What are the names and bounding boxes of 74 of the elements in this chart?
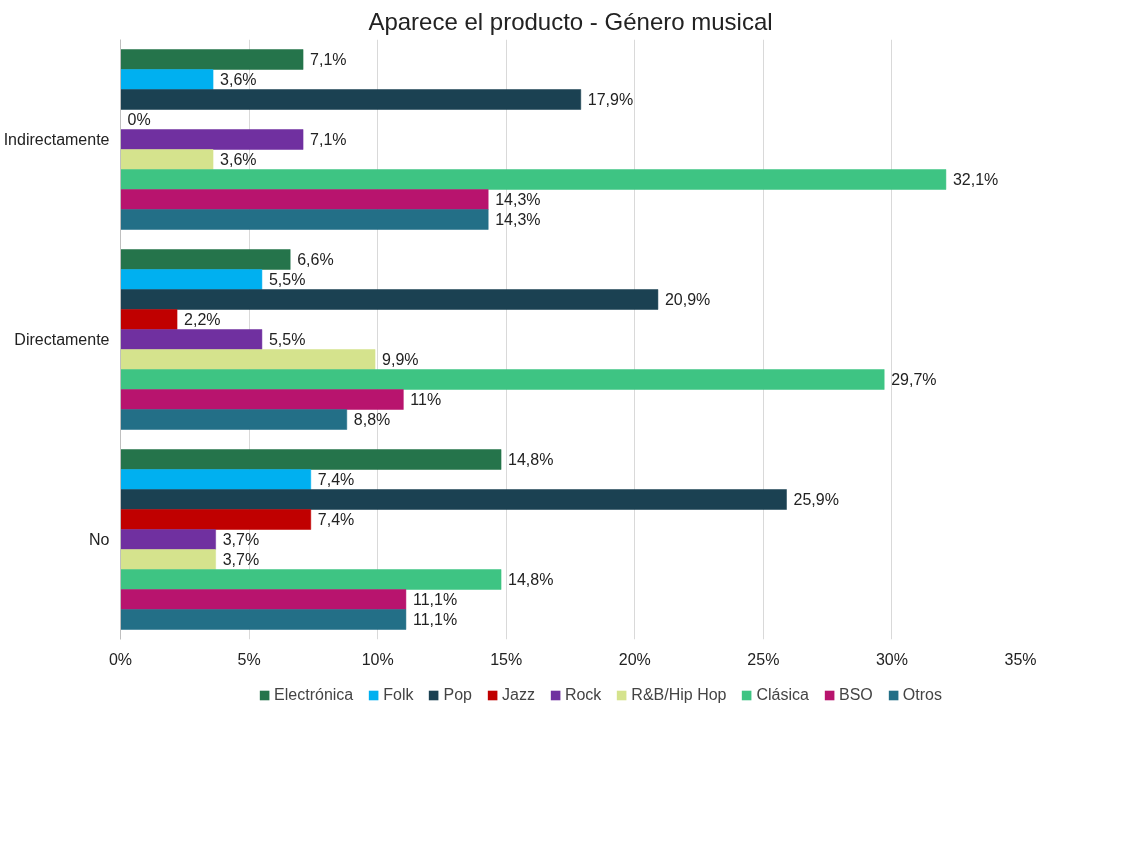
x-tick-label: 5%	[237, 650, 261, 668]
data-label: 29,7%	[891, 371, 937, 388]
data-label: 3,6%	[220, 71, 257, 88]
bar	[120, 169, 947, 190]
bar	[120, 349, 376, 370]
y-tick-label: Directamente	[14, 331, 110, 348]
data-label: 25,9%	[793, 491, 839, 508]
data-label: 7,4%	[317, 471, 355, 488]
legend-label: R&B/Hip Hop	[631, 686, 727, 704]
bar	[120, 509, 312, 530]
bar	[120, 389, 404, 410]
bar	[120, 149, 214, 170]
data-label: 6,6%	[297, 251, 334, 268]
bar	[120, 49, 304, 70]
legend-label: BSO	[838, 686, 873, 704]
data-label: 32,1%	[952, 171, 999, 188]
data-label: 3,6%	[220, 151, 257, 168]
legend-label: Jazz	[501, 686, 535, 704]
bar	[120, 569, 502, 590]
y-tick-label: No	[89, 531, 110, 548]
data-label: 14,8%	[508, 451, 554, 468]
bar	[120, 329, 263, 350]
legend-label: Clásica	[756, 686, 809, 704]
legend-label: Rock	[564, 686, 602, 704]
data-label: 7,1%	[310, 51, 347, 68]
bar	[120, 189, 489, 210]
data-label: 2,2%	[184, 311, 221, 328]
bar	[120, 469, 312, 490]
data-label: 11%	[410, 391, 442, 408]
data-label: 5,5%	[268, 331, 306, 348]
bar	[120, 609, 407, 630]
chart-title: Aparece el producto - Género musical	[368, 7, 773, 35]
data-label: 5,5%	[268, 271, 306, 288]
data-label: 7,1%	[310, 131, 347, 148]
x-tick-label: 0%	[108, 650, 133, 668]
bar	[120, 529, 216, 550]
bar	[120, 69, 214, 90]
data-label: 0%	[127, 111, 151, 128]
x-tick-label: 30%	[875, 650, 908, 668]
data-label: 17,9%	[587, 91, 634, 108]
bar	[120, 89, 582, 110]
data-label: 8,8%	[353, 411, 391, 428]
x-tick-label: 15%	[490, 650, 523, 668]
y-tick-label: Indirectamente	[3, 131, 110, 148]
bar	[120, 589, 407, 610]
data-label: 3,7%	[222, 531, 260, 548]
bar	[120, 409, 348, 430]
bar	[120, 209, 489, 230]
data-label: 7,4%	[317, 511, 355, 528]
bar	[120, 449, 502, 470]
data-label: 14,3%	[495, 191, 541, 208]
bar	[120, 309, 178, 330]
data-label: 14,3%	[495, 211, 541, 228]
legend-label: Electrónica	[274, 686, 354, 704]
legend-label: Otros	[902, 686, 942, 704]
x-tick-label: 20%	[618, 650, 651, 668]
bar	[120, 129, 304, 150]
bar	[120, 249, 291, 270]
data-label: 11,1%	[412, 611, 458, 628]
bar	[120, 489, 787, 510]
x-tick-label: 35%	[1004, 650, 1037, 668]
bar	[120, 269, 263, 290]
data-label: 14,8%	[508, 571, 554, 588]
legend-label: Folk	[383, 686, 414, 704]
legend-label: Pop	[443, 686, 472, 704]
data-label: 9,9%	[382, 351, 419, 368]
x-tick-label: 10%	[361, 650, 394, 668]
x-tick-label: 25%	[747, 650, 780, 668]
data-label: 11,1%	[412, 591, 458, 608]
data-label: 3,7%	[222, 551, 260, 568]
data-label: 20,9%	[664, 291, 711, 308]
bar	[120, 289, 659, 310]
bar	[120, 549, 216, 570]
bar	[120, 369, 885, 390]
